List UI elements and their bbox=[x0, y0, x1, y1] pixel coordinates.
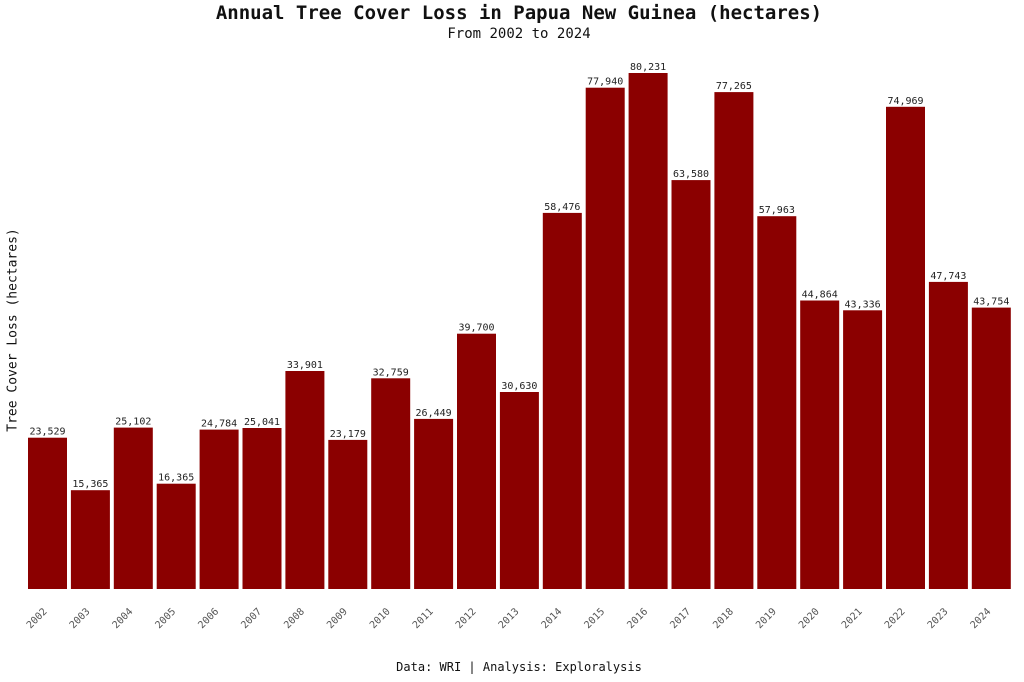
data-label-2017: 63,580 bbox=[673, 169, 709, 180]
bar-2008 bbox=[285, 371, 325, 589]
data-label-2011: 26,449 bbox=[416, 408, 452, 419]
bar-2023 bbox=[928, 281, 968, 589]
data-label-2018: 77,265 bbox=[716, 81, 752, 92]
data-label-2014: 58,476 bbox=[544, 202, 580, 213]
data-label-2013: 30,630 bbox=[501, 381, 537, 392]
bar-2019 bbox=[757, 216, 797, 589]
x-tick-label-2005: 2005 bbox=[154, 606, 179, 631]
x-axis-ticks: 2002 2003 2004 2005 2006 2007 2008 2009 2010 2011… bbox=[25, 606, 994, 631]
bar-2018 bbox=[714, 92, 754, 589]
data-label-2003: 15,365 bbox=[72, 479, 108, 490]
data-label-2005: 16,365 bbox=[158, 473, 194, 484]
x-tick-label-2014: 2014 bbox=[540, 606, 565, 631]
x-tick-label-2017: 2017 bbox=[668, 606, 693, 631]
data-label-2004: 25,102 bbox=[115, 417, 151, 428]
bar-2011 bbox=[414, 418, 454, 589]
bar-2004 bbox=[113, 427, 153, 589]
x-tick-label-2007: 2007 bbox=[239, 606, 264, 631]
x-tick-label-2013: 2013 bbox=[497, 606, 522, 631]
chart-caption: Data: WRI | Analysis: Exploralysis bbox=[396, 660, 642, 674]
x-tick-label-2010: 2010 bbox=[368, 606, 393, 631]
bar-2003 bbox=[70, 490, 110, 589]
data-label-2021: 43,336 bbox=[845, 299, 881, 310]
x-tick-label-2009: 2009 bbox=[325, 606, 350, 631]
x-tick-label-2003: 2003 bbox=[68, 606, 93, 631]
bar-2002 bbox=[28, 437, 67, 589]
data-label-2008: 33,901 bbox=[287, 360, 323, 371]
data-label-2012: 39,700 bbox=[458, 323, 494, 334]
bar-2021 bbox=[843, 310, 883, 589]
bar-2007 bbox=[242, 428, 282, 589]
x-tick-label-2019: 2019 bbox=[754, 606, 779, 631]
x-tick-label-2018: 2018 bbox=[711, 606, 736, 631]
data-label-2010: 32,759 bbox=[373, 367, 409, 378]
x-tick-label-2024: 2024 bbox=[969, 606, 994, 631]
data-label-2007: 25,041 bbox=[244, 417, 280, 428]
x-tick-label-2021: 2021 bbox=[840, 606, 865, 631]
x-tick-label-2016: 2016 bbox=[625, 606, 650, 631]
x-tick-label-2006: 2006 bbox=[196, 606, 221, 631]
data-label-2015: 77,940 bbox=[587, 77, 623, 88]
bar-series bbox=[28, 73, 1011, 590]
data-labels: 23,529 15,365 25,102 16,365 24,784 25,041 33,9… bbox=[29, 62, 1009, 490]
bar-2006 bbox=[199, 429, 239, 589]
x-tick-label-2008: 2008 bbox=[282, 606, 307, 631]
chart-title: Annual Tree Cover Loss in Papua New Guin… bbox=[215, 2, 823, 24]
bar-2022 bbox=[886, 106, 925, 590]
bar-2020 bbox=[800, 300, 840, 589]
data-label-2023: 47,743 bbox=[930, 271, 966, 282]
bar-2013 bbox=[499, 392, 539, 589]
bar-2017 bbox=[671, 180, 711, 589]
data-label-2022: 74,969 bbox=[887, 96, 923, 107]
bar-2024 bbox=[971, 307, 1011, 589]
x-tick-label-2020: 2020 bbox=[797, 606, 822, 631]
data-label-2006: 24,784 bbox=[201, 419, 237, 430]
x-tick-label-2002: 2002 bbox=[25, 606, 50, 631]
data-label-2016: 80,231 bbox=[630, 62, 666, 73]
x-tick-label-2022: 2022 bbox=[883, 606, 908, 631]
bar-2014 bbox=[542, 212, 582, 589]
chart-subtitle: From 2002 to 2024 bbox=[447, 26, 591, 42]
data-label-2019: 57,963 bbox=[759, 205, 795, 216]
bar-2010 bbox=[371, 378, 411, 589]
x-tick-label-2023: 2023 bbox=[926, 606, 951, 631]
data-label-2009: 23,179 bbox=[330, 429, 366, 440]
bar-2015 bbox=[585, 87, 625, 589]
bar-2005 bbox=[156, 483, 196, 589]
x-tick-label-2015: 2015 bbox=[583, 606, 608, 631]
data-label-2020: 44,864 bbox=[802, 290, 838, 301]
bar-2012 bbox=[457, 333, 496, 589]
bar-2009 bbox=[328, 439, 368, 589]
x-tick-label-2004: 2004 bbox=[111, 606, 136, 631]
bar-2016 bbox=[628, 73, 668, 589]
x-tick-label-2011: 2011 bbox=[411, 606, 436, 631]
data-label-2024: 43,754 bbox=[973, 297, 1009, 308]
x-tick-label-2012: 2012 bbox=[454, 606, 479, 631]
data-label-2002: 23,529 bbox=[29, 427, 65, 438]
